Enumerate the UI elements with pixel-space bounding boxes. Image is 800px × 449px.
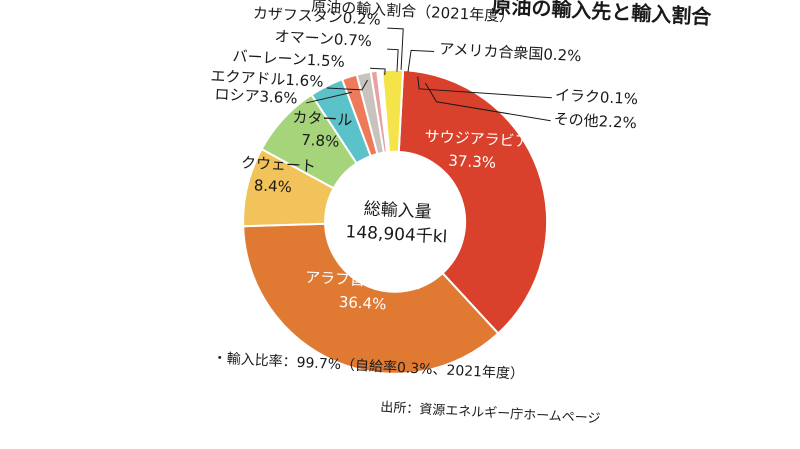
label-other-value: 2.2% [598,112,637,132]
label-bahrain-value: 1.5% [306,51,345,71]
slice-value-kuwait: 8.4% [253,176,292,196]
center-label-total: 総輸入量 [363,199,432,223]
label-russia-value: 3.6% [259,87,298,107]
donut-hole [325,151,466,292]
leader-other [424,82,551,122]
label-oman-value: 0.7% [333,30,372,50]
leader-kazakhstan [387,27,404,70]
label-bahrain: バーレーン1.5% [232,47,345,71]
leader-russia [306,91,352,104]
slice-label-kuwait: クウェート [241,154,317,176]
label-ecuador-value: 1.6% [285,71,324,91]
slice-value-qatar: 7.8% [301,131,340,151]
label-oman-name: オマーン [274,27,334,48]
label-iraq-name: イラク [554,86,600,106]
label-other: その他2.2% [553,110,637,132]
label-iraq: イラク0.1% [554,86,638,108]
slice-value-saudi: 37.3% [448,151,497,171]
chart-title: 原油の輸入先と輸入割合 [491,0,713,29]
label-ecuador: エクアドル1.6% [210,67,324,91]
label-kazakhstan: カザフスタン0.2% [252,4,381,29]
label-ecuador-name: エクアドル [210,67,286,89]
label-bahrain-name: バーレーン [232,47,307,69]
label-usa: アメリカ合衆国0.2% [439,40,582,65]
label-russia-name: ロシア [214,85,260,105]
label-kazakhstan-name: カザフスタン [252,4,343,27]
leader-usa [407,49,435,73]
slice-value-uae: 36.4% [338,293,387,313]
label-other-name: その他 [553,110,599,130]
label-usa-name: アメリカ合衆国 [439,40,544,63]
source-note: 出所：資源エネルギー庁ホームページ [380,400,601,427]
label-oman: オマーン0.7% [274,27,372,50]
leader-bahrain [370,67,386,76]
leader-oman [387,48,399,72]
leader-ecuador [326,79,368,91]
label-russia: ロシア3.6% [214,85,298,107]
slice-label-saudi: サウジアラビア [424,127,530,150]
label-iraq-value: 0.1% [599,88,638,108]
label-usa-value: 0.2% [543,45,582,65]
label-kazakhstan-value: 0.2% [342,9,381,29]
slice-label-qatar: カタール [292,108,353,129]
leader-iraq [417,76,552,99]
